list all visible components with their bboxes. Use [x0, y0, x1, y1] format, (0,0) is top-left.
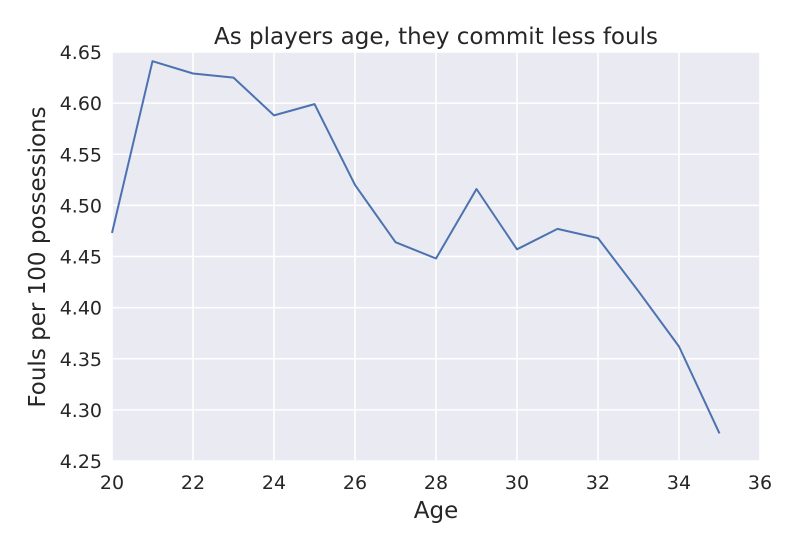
y-tick-label: 4.50	[60, 195, 102, 217]
chart-title: As players age, they commit less fouls	[214, 24, 658, 50]
y-tick-label: 4.55	[60, 144, 102, 166]
y-axis-title: Fouls per 100 possessions	[25, 106, 51, 407]
y-tick-label: 4.40	[60, 298, 102, 320]
x-tick-label: 20	[100, 472, 124, 494]
x-axis-ticks: 20 22 24 26 28 30 32 34 36	[100, 472, 772, 494]
y-axis-ticks: 4.25 4.30 4.35 4.40 4.45 4.50 4.55 4.60 4.65	[60, 42, 102, 473]
x-tick-label: 32	[586, 472, 610, 494]
y-tick-label: 4.30	[60, 400, 102, 422]
x-tick-label: 30	[505, 472, 529, 494]
x-tick-label: 22	[181, 472, 205, 494]
series-line-0	[111, 60, 721, 434]
y-tick-label: 4.65	[60, 42, 102, 64]
x-tick-label: 34	[667, 472, 691, 494]
series-group	[111, 60, 721, 434]
x-axis-title: Age	[414, 498, 458, 524]
x-tick-label: 24	[262, 472, 286, 494]
y-tick-label: 4.35	[60, 349, 102, 371]
y-tick-label: 4.25	[60, 451, 102, 473]
gridlines	[111, 51, 761, 462]
y-tick-label: 4.60	[60, 93, 102, 115]
x-tick-label: 36	[748, 472, 772, 494]
x-tick-label: 28	[424, 472, 448, 494]
y-tick-label: 4.45	[60, 247, 102, 269]
x-tick-label: 26	[343, 472, 367, 494]
